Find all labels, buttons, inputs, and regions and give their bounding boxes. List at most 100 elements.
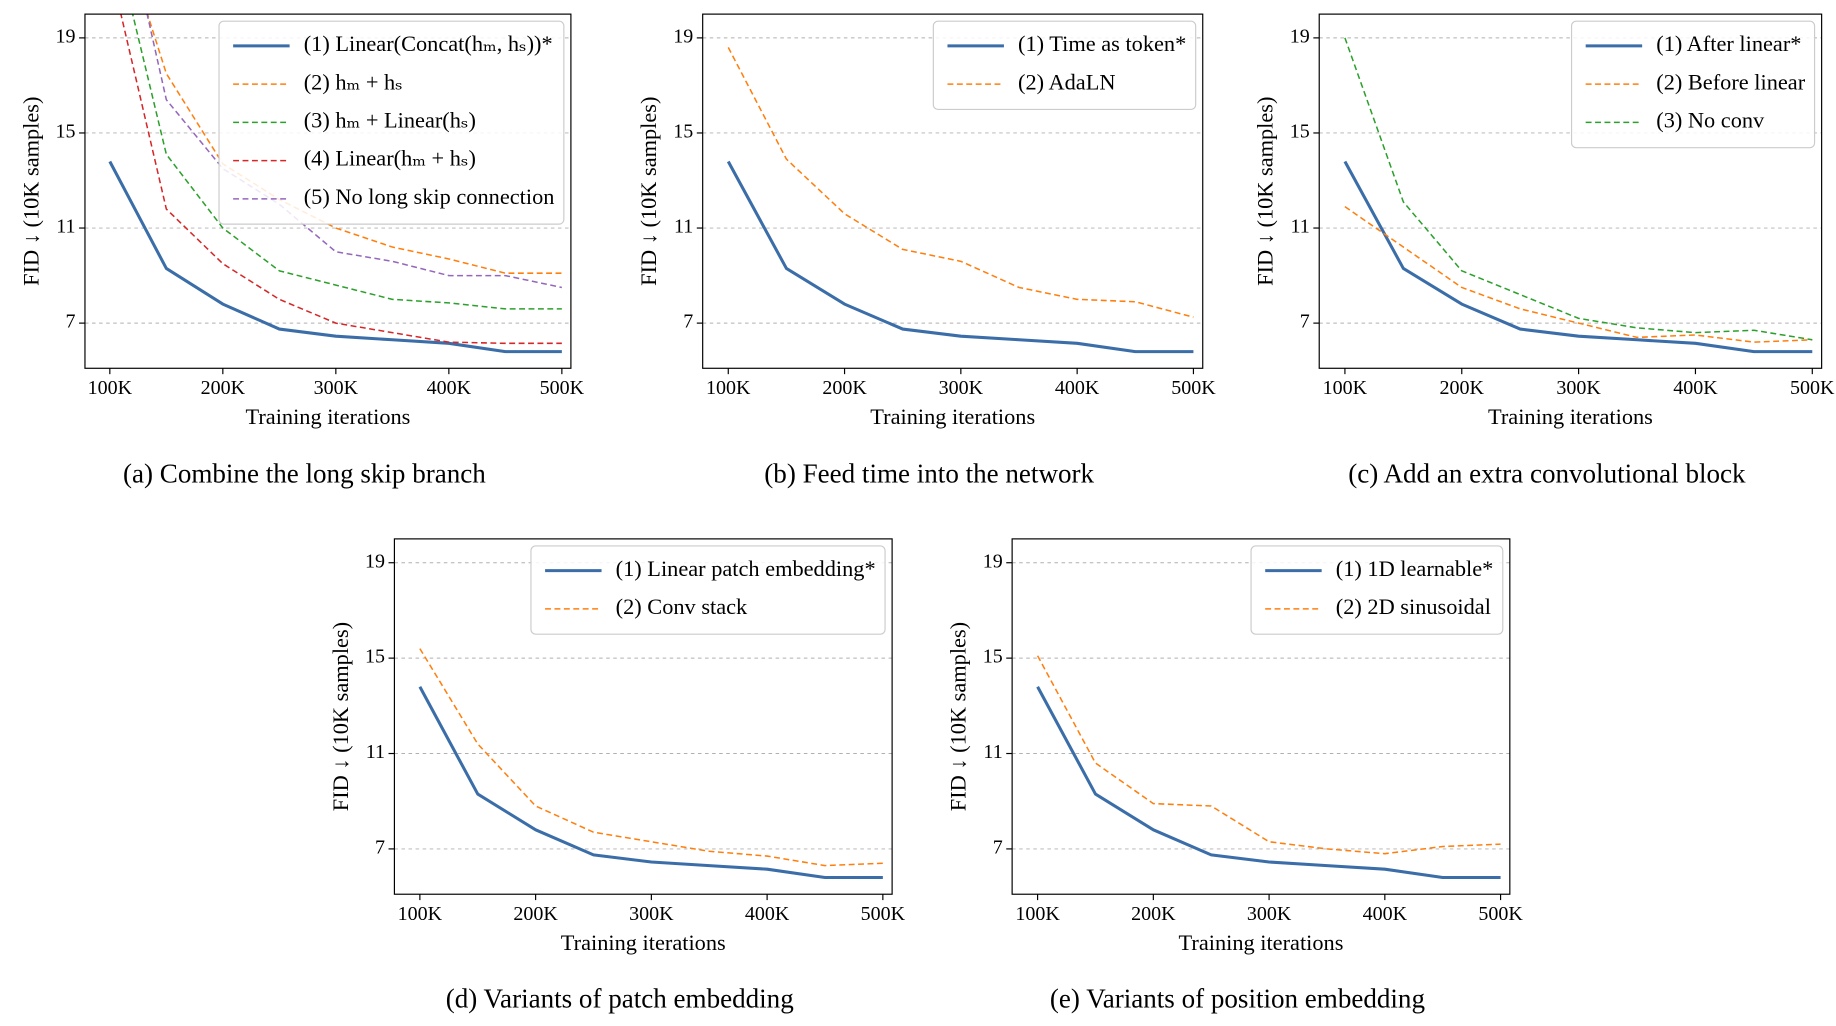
- legend-box: [1250, 545, 1504, 635]
- series-line: [419, 648, 883, 867]
- x-axis-label: Training iterations: [1179, 930, 1344, 955]
- plot-frame: [84, 13, 572, 369]
- x-tick-label: 100K: [706, 377, 751, 399]
- caption: (c) Add an extra convolutional block: [1348, 459, 1746, 489]
- series-line: [120, 14, 562, 345]
- series-line: [1343, 160, 1813, 354]
- legend-label: (3) No conv: [1656, 107, 1765, 132]
- plot-frame: [1011, 538, 1511, 895]
- plot-frame: [1318, 13, 1823, 369]
- legend: (1) Time as token* (2) AdaLN: [932, 20, 1197, 111]
- legend: (1) 1D learnable* (2) 2D sinusoidal: [1250, 545, 1504, 635]
- series-line: [418, 686, 883, 880]
- y-tick-label: 11: [366, 741, 385, 763]
- series-line: [726, 160, 1194, 354]
- chart-panel: 7 11 15 19 100K 200K 300K 400K 500K Training iter…: [1253, 13, 1835, 489]
- y-axis-label: FID ↓ (10K samples): [636, 97, 661, 286]
- caption: (b) Feed time into the network: [764, 459, 1094, 489]
- y-tick-label: 11: [983, 741, 1002, 763]
- series-line: [1036, 655, 1501, 855]
- legend-label: (1) 1D learnable*: [1336, 556, 1494, 581]
- y-tick-label: 19: [56, 25, 76, 47]
- y-tick-label: 7: [375, 837, 385, 859]
- series-line: [1344, 37, 1813, 341]
- series-line: [146, 14, 562, 274]
- x-tick-label: 200K: [513, 903, 558, 925]
- y-tick-label: 7: [1300, 311, 1310, 333]
- y-axis-label: FID ↓ (10K samples): [1253, 97, 1278, 286]
- x-tick-label: 100K: [88, 377, 133, 399]
- chart-panel: 7 11 15 19 100K 200K 300K 400K 500K Training iter…: [328, 538, 906, 1013]
- y-tick-label: 7: [66, 311, 76, 333]
- y-tick-label: 15: [365, 646, 385, 668]
- x-tick-label: 300K: [314, 377, 359, 399]
- x-tick-label: 400K: [1673, 377, 1718, 399]
- y-tick-label: 11: [674, 216, 693, 238]
- x-tick-label: 500K: [1790, 377, 1835, 399]
- y-tick-label: 11: [1291, 216, 1310, 238]
- y-tick-label: 15: [56, 121, 76, 143]
- caption: (e) Variants of position embedding: [1050, 983, 1426, 1013]
- y-axis-label: FID ↓ (10K samples): [945, 622, 970, 811]
- y-tick-label: 15: [1290, 121, 1310, 143]
- legend-label: (2) Conv stack: [616, 594, 748, 619]
- x-tick-label: 400K: [1363, 903, 1408, 925]
- y-tick-label: 19: [365, 550, 385, 572]
- x-axis-label: Training iterations: [1488, 404, 1653, 429]
- y-tick-label: 19: [983, 550, 1003, 572]
- x-tick-label: 400K: [427, 377, 472, 399]
- legend: (1) Linear patch embedding* (2) Conv stac…: [530, 545, 886, 635]
- x-axis-label: Training iterations: [561, 930, 726, 955]
- series-line: [108, 160, 562, 354]
- x-axis-label: Training iterations: [870, 404, 1035, 429]
- plot-lines: [108, 14, 563, 354]
- caption: (a) Combine the long skip branch: [123, 459, 486, 489]
- legend-box: [218, 20, 565, 225]
- plot-lines: [1036, 655, 1501, 880]
- x-tick-label: 100K: [1015, 903, 1060, 925]
- caption: (d) Variants of patch embedding: [446, 983, 794, 1013]
- x-axis-label: Training iterations: [245, 404, 410, 429]
- legend-label: (1) Linear patch embedding*: [616, 556, 876, 581]
- x-tick-label: 300K: [939, 377, 984, 399]
- y-axis-label: FID ↓ (10K samples): [328, 622, 353, 811]
- series-line: [727, 47, 1194, 318]
- x-tick-label: 400K: [1055, 377, 1100, 399]
- legend-label: (2) 2D sinusoidal: [1336, 594, 1491, 619]
- y-tick-label: 7: [993, 837, 1003, 859]
- x-tick-label: 500K: [1478, 903, 1523, 925]
- y-tick-label: 19: [673, 25, 693, 47]
- legend-label: (1) Linear(Concat(hₘ, hₛ))*: [304, 31, 553, 56]
- series-line: [146, 14, 563, 289]
- legend-label: (1) Time as token*: [1018, 31, 1186, 56]
- legend-label: (5) No long skip connection: [304, 184, 555, 209]
- plot-lines: [1343, 37, 1813, 354]
- legend-box: [530, 545, 886, 635]
- plot-lines: [418, 648, 883, 880]
- plot-frame: [393, 538, 893, 895]
- x-tick-label: 300K: [629, 903, 674, 925]
- legend-label: (2) hₘ + hₛ: [304, 69, 403, 94]
- chart-panel: 7 11 15 19 100K 200K 300K 400K 500K Training iter…: [636, 13, 1216, 489]
- x-tick-label: 200K: [201, 377, 246, 399]
- y-tick-label: 19: [1290, 25, 1310, 47]
- legend: (1) After linear* (2) Before linear (3) No…: [1570, 20, 1816, 149]
- x-tick-label: 100K: [398, 903, 443, 925]
- chart-panel: 7 11 15 19 100K 200K 300K 400K 500K Training iter…: [18, 13, 585, 489]
- x-tick-label: 300K: [1556, 377, 1601, 399]
- x-tick-label: 200K: [1440, 377, 1485, 399]
- y-tick-label: 15: [983, 646, 1003, 668]
- series-line: [1344, 206, 1813, 343]
- legend-label: (2) Before linear: [1656, 69, 1805, 94]
- plot-frame: [702, 13, 1204, 369]
- x-tick-label: 500K: [1171, 377, 1216, 399]
- y-axis-label: FID ↓ (10K samples): [18, 97, 43, 286]
- legend-label: (2) AdaLN: [1018, 69, 1115, 94]
- x-tick-label: 500K: [540, 377, 585, 399]
- legend-box: [932, 20, 1197, 111]
- legend-label: (1) After linear*: [1656, 31, 1801, 56]
- legend-label: (4) Linear(hₘ + hₛ): [304, 146, 476, 171]
- series-line: [131, 14, 562, 310]
